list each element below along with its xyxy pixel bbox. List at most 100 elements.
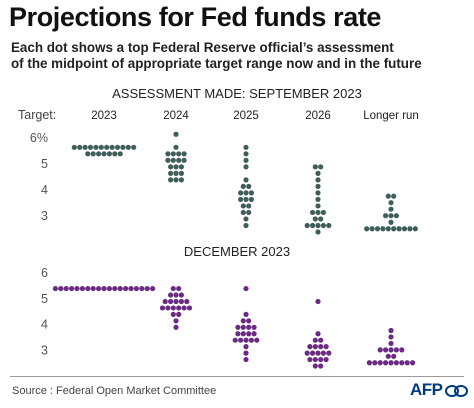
projection-dot xyxy=(58,285,64,292)
projection-dot xyxy=(77,144,83,150)
projection-dot xyxy=(69,285,75,292)
projection-dot xyxy=(312,363,318,369)
projection-dot xyxy=(243,196,249,203)
projection-dot xyxy=(235,331,241,337)
projection-dot xyxy=(173,164,179,170)
projection-dot xyxy=(243,216,249,222)
projection-dot xyxy=(377,347,383,353)
projection-dot xyxy=(315,196,321,203)
projection-dot xyxy=(173,292,179,298)
projection-dot xyxy=(173,318,179,324)
projection-dot xyxy=(243,311,249,317)
projection-dot xyxy=(112,285,118,292)
projection-dot xyxy=(383,347,389,353)
projection-dot xyxy=(240,324,246,330)
panel-title: ASSESSMENT MADE: SEPTEMBER 2023 xyxy=(112,86,362,101)
projection-dot xyxy=(248,190,254,196)
projection-dot xyxy=(133,285,139,292)
projection-dot xyxy=(150,285,156,292)
projection-dot xyxy=(246,203,252,209)
projection-dot xyxy=(240,203,246,209)
y-tick-label: 5 xyxy=(41,157,48,171)
y-tick-label: 3 xyxy=(41,343,48,357)
projection-dot xyxy=(318,363,324,369)
projection-dot xyxy=(304,350,310,356)
projection-dot xyxy=(170,151,176,157)
projection-dot xyxy=(170,305,176,311)
projection-dot xyxy=(165,151,171,157)
projection-dot xyxy=(372,360,378,366)
projection-dot xyxy=(315,350,321,356)
projection-dot xyxy=(93,144,99,150)
projection-dot xyxy=(117,151,123,157)
projection-dot xyxy=(315,177,321,183)
projection-dot xyxy=(388,206,394,212)
projection-dot xyxy=(85,285,91,292)
projection-dot xyxy=(71,144,77,150)
projection-dot xyxy=(109,144,115,150)
projection-dot xyxy=(90,285,96,292)
projection-dot xyxy=(377,360,383,366)
projection-dot xyxy=(173,131,179,137)
projection-dot xyxy=(243,177,249,183)
projection-dot xyxy=(112,151,118,157)
category-label: 2023 xyxy=(91,110,117,122)
projection-dot xyxy=(391,353,397,359)
projection-dot xyxy=(114,144,121,150)
projection-dot xyxy=(307,344,313,350)
projection-dot xyxy=(323,356,329,363)
projection-dot xyxy=(312,164,318,170)
projection-dot xyxy=(315,229,321,235)
projection-dot xyxy=(184,298,190,305)
projection-dot xyxy=(243,190,249,196)
projection-dot xyxy=(104,144,110,150)
projection-dot xyxy=(101,151,107,157)
afp-logo: AFP xyxy=(410,380,471,400)
projection-dot xyxy=(101,285,107,292)
projection-dot xyxy=(396,226,402,232)
category-label: 2024 xyxy=(163,110,189,122)
projection-dot xyxy=(315,203,321,209)
projection-dot xyxy=(139,285,145,292)
projection-dot xyxy=(323,344,329,350)
projection-dot xyxy=(243,337,249,343)
projection-dot xyxy=(318,216,324,222)
category-label: 2026 xyxy=(305,110,331,122)
projection-dot xyxy=(315,298,321,305)
projection-dot xyxy=(399,347,405,353)
projection-dot xyxy=(98,144,104,150)
projection-dot xyxy=(106,151,112,157)
projection-dot xyxy=(173,298,179,305)
projection-dot xyxy=(168,177,174,183)
source-note: Source : Federal Open Market Committee xyxy=(12,385,217,397)
projection-dot xyxy=(96,285,102,292)
y-tick-label: 4 xyxy=(41,183,48,197)
projection-dot xyxy=(393,213,399,219)
afp-logo-mark-icon xyxy=(444,383,471,397)
projection-dot xyxy=(243,356,249,363)
category-label: Longer run xyxy=(363,110,419,122)
projection-dot xyxy=(232,337,238,343)
projection-dot xyxy=(404,360,410,366)
projection-dot xyxy=(165,157,171,163)
projection-dot xyxy=(315,222,321,229)
projection-dot xyxy=(178,164,184,170)
projection-dot xyxy=(310,222,316,229)
y-axis-label: Target: xyxy=(18,108,56,122)
projection-dot xyxy=(315,183,321,189)
footer-divider xyxy=(10,376,464,377)
projection-dot xyxy=(366,360,372,366)
projection-dot xyxy=(106,285,112,292)
projection-dot xyxy=(326,350,332,356)
projection-dot xyxy=(74,285,80,292)
projection-dot xyxy=(310,350,316,356)
projection-dot xyxy=(240,331,246,337)
projection-dot xyxy=(243,144,249,150)
projection-dot xyxy=(173,324,179,330)
projection-dot xyxy=(391,193,397,199)
projection-dot xyxy=(318,337,324,343)
projection-dot xyxy=(90,151,96,157)
projection-dot xyxy=(320,350,326,356)
projection-dot xyxy=(320,222,326,229)
projection-dot xyxy=(178,170,184,176)
